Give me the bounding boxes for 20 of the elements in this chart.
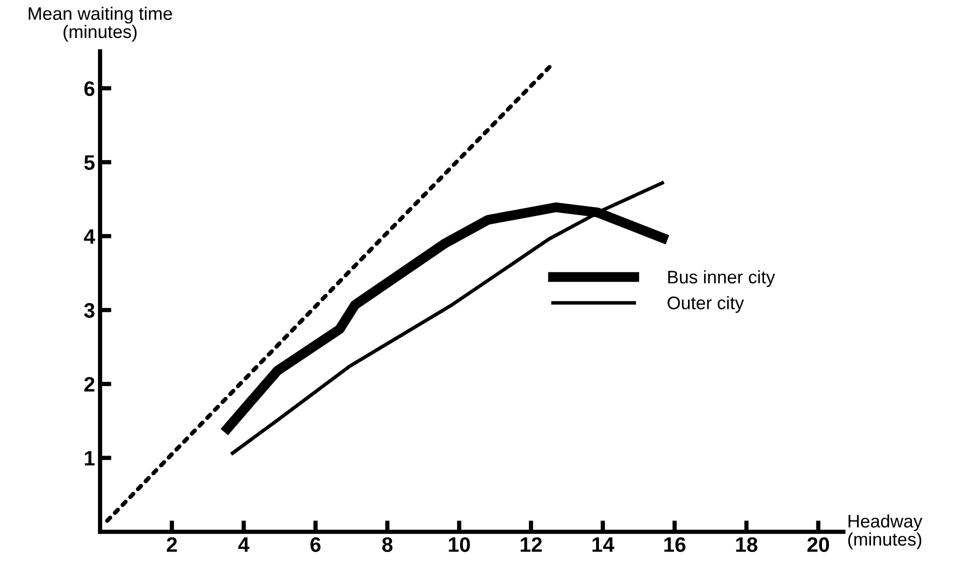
x-tick-label: 8 (382, 537, 392, 552)
y-tick-label: 4 (84, 229, 96, 244)
x-tick-label: 6 (310, 537, 321, 552)
y-tick-label: 5 (84, 155, 95, 170)
y-tick-label: 1 (84, 451, 95, 466)
x-tick-label: 16 (664, 537, 686, 552)
y-tick-label: 6 (84, 81, 94, 96)
x-tick-label: 4 (238, 537, 250, 552)
x-tick-label: 2 (166, 537, 177, 552)
x-tick-label: 20 (807, 537, 829, 552)
x-tick-label: 18 (736, 537, 758, 552)
legend-label: Outer city (668, 296, 744, 313)
x-tick-label: 14 (592, 537, 614, 552)
y-tick-label: 2 (84, 376, 94, 392)
x-tick-label: 10 (448, 537, 470, 552)
legend-label: Bus inner city (668, 270, 776, 288)
x-axis-title: Headway (minutes) (848, 514, 922, 550)
y-axis-title: Mean waiting time (minutes) (28, 6, 172, 42)
y-tick-label: 3 (84, 303, 94, 318)
x-tick-label: 12 (520, 537, 542, 552)
